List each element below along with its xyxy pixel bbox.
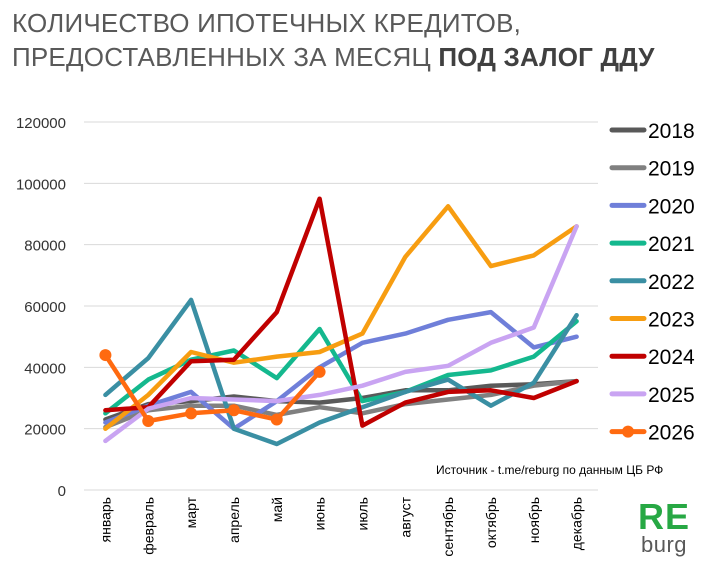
series-lines [99, 196, 579, 447]
logo-burg: burg [640, 532, 688, 557]
x-axis: январь февраль март апрель май июнь июль август… [97, 496, 584, 556]
source-note: Источник - t.me/reburg по данным ЦБ РФ [436, 463, 663, 477]
legend-label: 2025 [648, 384, 695, 407]
series-line-2025 [103, 224, 579, 444]
legend-item-2020: 2020 [609, 195, 695, 218]
legend-item-2024: 2024 [609, 346, 695, 369]
x-tick-label: июнь [312, 497, 328, 530]
legend-label: 2022 [648, 271, 695, 294]
legend-label: 2019 [648, 158, 695, 181]
legend-label: 2020 [648, 195, 695, 218]
series-line-2024 [103, 196, 579, 428]
data-point [142, 415, 155, 427]
x-tick-label: август [397, 496, 413, 537]
data-point [185, 407, 198, 420]
legend: 2018 2019 2020 2021 2022 2023 2024 2025 2026 [609, 120, 695, 445]
series-line-2022 [103, 297, 579, 447]
x-tick-label: март [183, 496, 199, 528]
data-point [227, 404, 240, 417]
series-line-2023 [103, 204, 579, 431]
title-line-2-bold: ПОД ЗАЛОГ ДДУ [438, 42, 655, 72]
data-point [313, 365, 326, 378]
x-tick-label: май [269, 497, 285, 522]
legend-marker [622, 425, 634, 438]
series-2020 [103, 309, 579, 431]
reburg-logo: RE burg [634, 496, 694, 557]
y-tick-label: 100000 [16, 176, 66, 193]
x-tick-label: декабрь [569, 497, 585, 550]
series-2025 [103, 224, 579, 444]
legend-item-2022: 2022 [609, 271, 695, 294]
series-2026 [99, 349, 326, 427]
x-tick-label: апрель [226, 497, 242, 543]
series-2024 [103, 196, 579, 428]
legend-label: 2024 [648, 346, 695, 369]
series-2022 [103, 297, 579, 447]
series-line-2026 [103, 352, 322, 424]
data-point [270, 413, 283, 426]
x-tick-label: ноябрь [526, 497, 542, 543]
y-tick-label: 80000 [24, 238, 66, 255]
legend-label: 2018 [648, 120, 695, 143]
x-tick-label: июль [354, 497, 370, 530]
series-line-2021 [103, 319, 579, 416]
title-line-2-regular: ПРЕДОСТАВЛЕННЫХ ЗА МЕСЯЦ [12, 42, 439, 72]
legend-label: 2023 [648, 309, 695, 332]
y-axis: 0 20000 40000 60000 80000 100000 120000 [16, 115, 66, 500]
x-tick-label: сентябрь [440, 497, 456, 557]
title-line-2: ПРЕДОСТАВЛЕННЫХ ЗА МЕСЯЦ ПОД ЗАЛОГ ДДУ [12, 40, 702, 74]
series-line-2020 [103, 309, 579, 431]
y-tick-label: 60000 [24, 299, 66, 316]
logo-re: RE [637, 496, 690, 537]
x-tick-label: октябрь [483, 497, 499, 548]
legend-label: 2021 [648, 233, 695, 256]
legend-item-2021: 2021 [609, 233, 695, 256]
legend-item-2026: 2026 [609, 422, 695, 445]
series-2021 [103, 319, 579, 416]
legend-item-2025: 2025 [609, 384, 695, 407]
y-tick-label: 0 [58, 483, 66, 500]
legend-item-2023: 2023 [609, 309, 695, 332]
series-2023 [103, 204, 579, 431]
legend-label: 2026 [648, 422, 695, 445]
x-tick-label: январь [97, 497, 113, 542]
y-tick-label: 120000 [16, 115, 66, 132]
title-line-1: КОЛИЧЕСТВО ИПОТЕЧНЫХ КРЕДИТОВ, [12, 8, 522, 38]
y-tick-label: 40000 [24, 360, 66, 377]
x-tick-label: февраль [140, 497, 156, 555]
y-tick-label: 20000 [24, 422, 66, 439]
data-point [99, 349, 112, 362]
legend-item-2019: 2019 [609, 158, 695, 181]
legend-item-2018: 2018 [609, 120, 695, 143]
chart-title: КОЛИЧЕСТВО ИПОТЕЧНЫХ КРЕДИТОВ, ПРЕДОСТАВ… [12, 6, 702, 74]
